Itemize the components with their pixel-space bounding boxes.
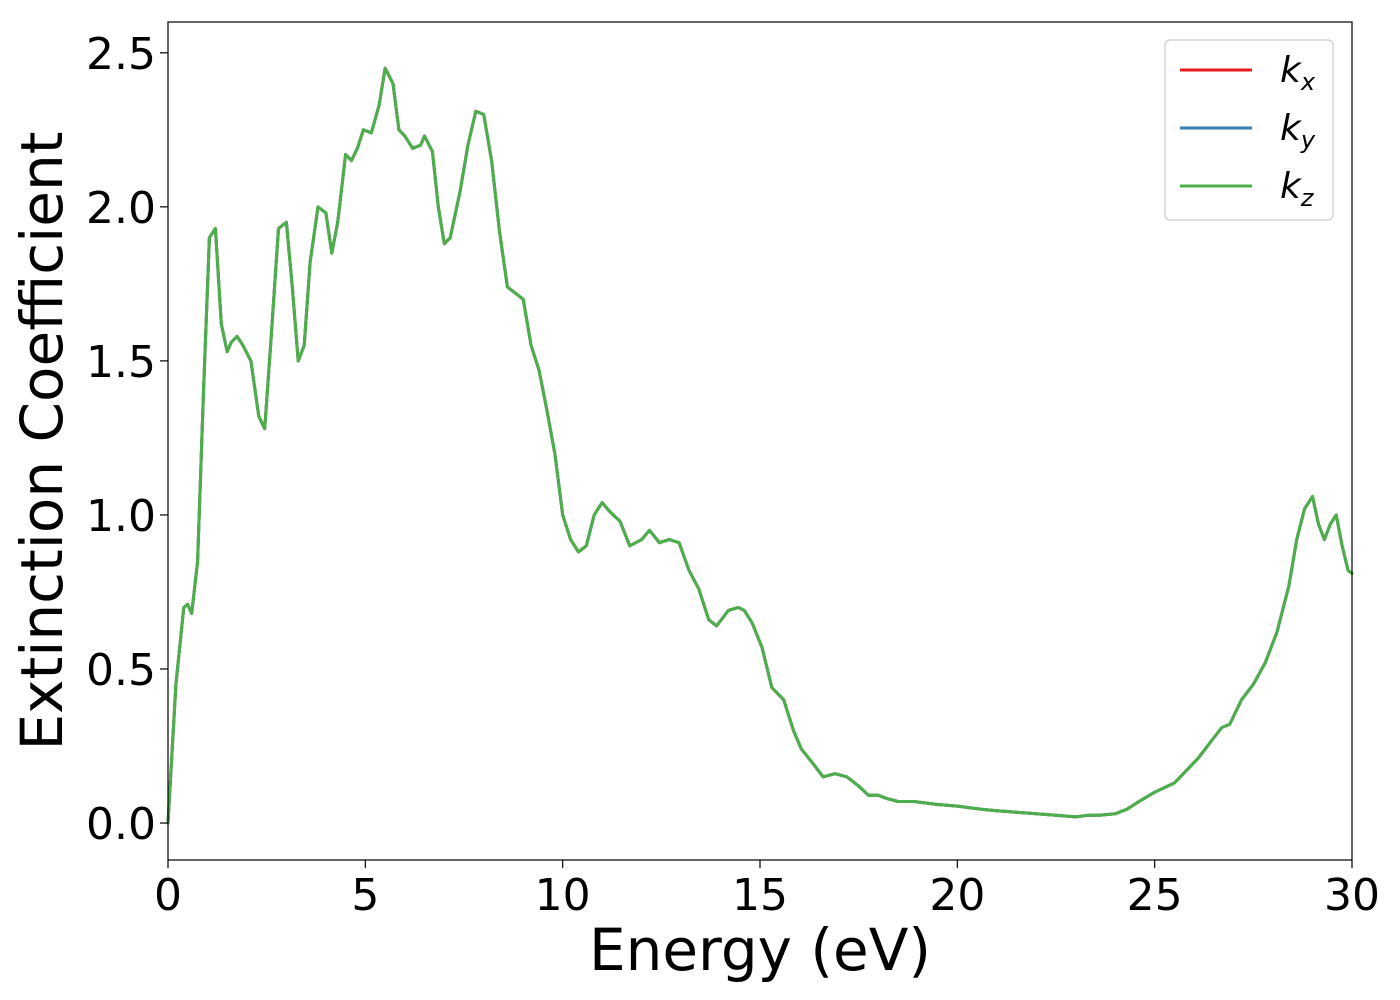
- legend: kx ky kz: [1164, 39, 1334, 221]
- y-tick-label: 2.0: [86, 183, 156, 234]
- plot-area: [168, 22, 1352, 860]
- legend-label-k-z: kz: [1280, 166, 1315, 212]
- y-tick-label: 1.0: [86, 491, 156, 542]
- x-tick-label: 20: [929, 870, 985, 921]
- x-tick-label: 25: [1127, 870, 1183, 921]
- legend-label-k-x: kx: [1280, 50, 1316, 96]
- legend-label-k-y: ky: [1280, 108, 1316, 154]
- x-tick-label: 5: [351, 870, 379, 921]
- x-tick-label: 0: [154, 870, 182, 921]
- y-axis-title: Extinction Coefficient: [8, 132, 76, 751]
- y-tick-label: 1.5: [86, 337, 156, 388]
- y-tick-label: 2.5: [86, 29, 156, 80]
- x-tick-label: 30: [1324, 870, 1380, 921]
- x-axis-title: Energy (eV): [589, 916, 931, 984]
- x-tick-label: 15: [732, 870, 788, 921]
- y-tick-label: 0.0: [86, 799, 156, 850]
- y-axis-ticks: 0.0 0.5 1.0 1.5 2.0 2.5: [86, 29, 168, 850]
- x-axis-ticks: 0 5 10 15 20 25 30: [154, 860, 1380, 921]
- series-layer: [166, 66, 1354, 825]
- series-line-k-z: [166, 66, 1354, 825]
- x-tick-label: 10: [535, 870, 591, 921]
- y-tick-label: 0.5: [86, 645, 156, 696]
- legend-frame: [1164, 39, 1334, 221]
